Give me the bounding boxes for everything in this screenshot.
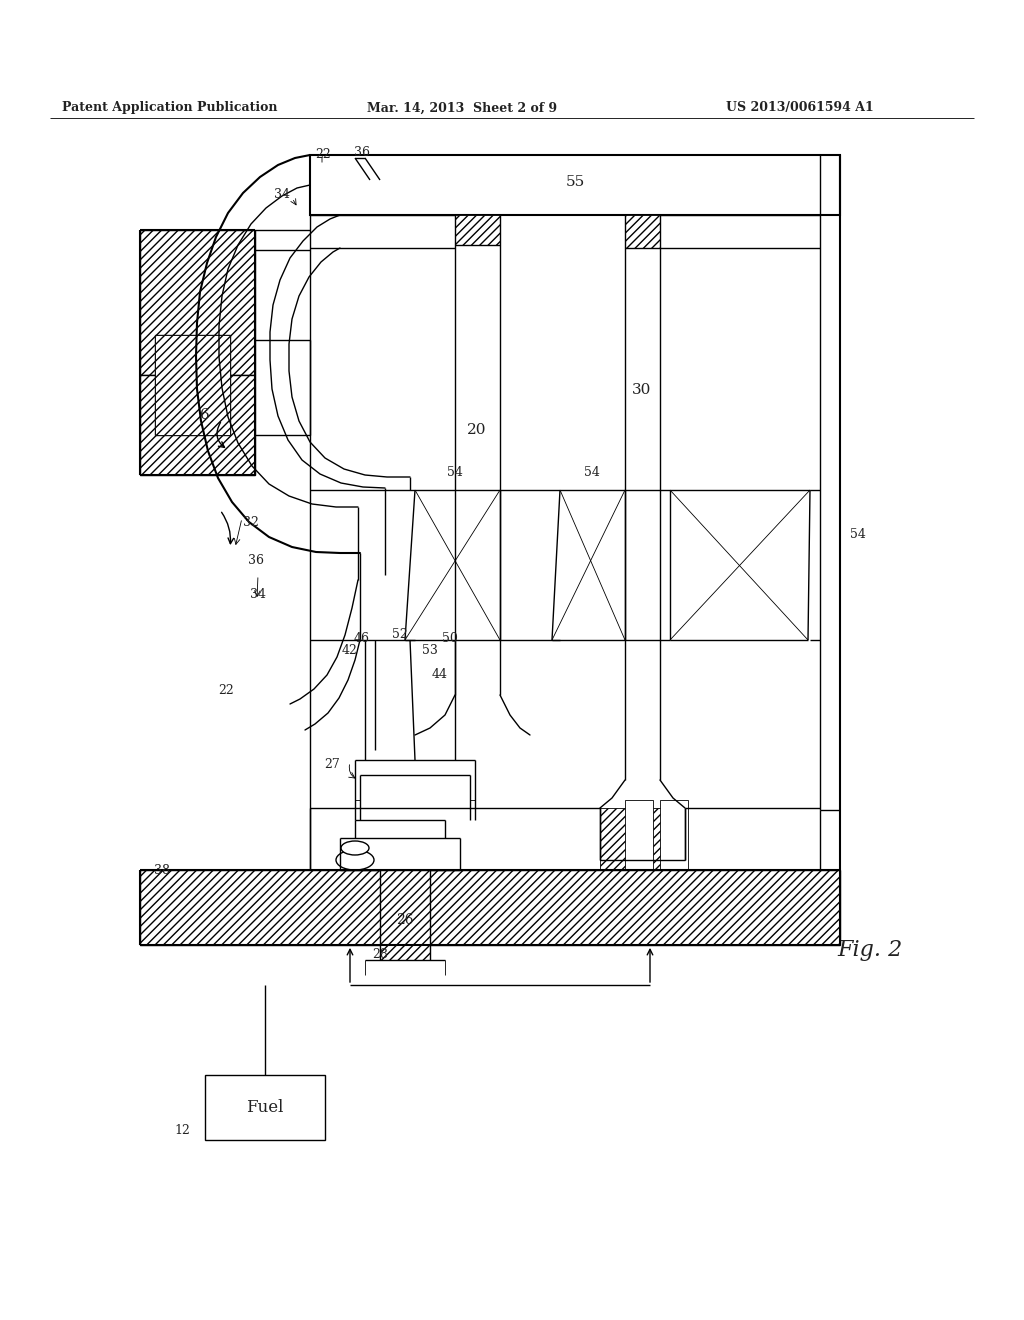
Bar (455, 215, 500, 246)
Bar (255, 341, 310, 436)
Text: 54: 54 (584, 466, 600, 479)
Ellipse shape (336, 850, 374, 870)
Text: 26: 26 (396, 913, 414, 927)
Text: US 2013/0061594 A1: US 2013/0061594 A1 (726, 102, 873, 115)
Text: 34: 34 (250, 589, 266, 602)
Bar (625, 215, 660, 248)
Bar (205, 1074, 325, 1140)
Text: 30: 30 (632, 383, 651, 397)
Text: Patent Application Publication: Patent Application Publication (62, 102, 278, 115)
Text: 22: 22 (315, 149, 331, 161)
Text: 54: 54 (447, 466, 463, 479)
Bar (140, 375, 255, 475)
Bar (140, 230, 255, 375)
Text: 36: 36 (248, 553, 264, 566)
Ellipse shape (341, 841, 369, 855)
Bar (310, 154, 840, 215)
Text: Fuel: Fuel (247, 1100, 284, 1115)
Text: 32: 32 (243, 516, 259, 529)
Text: 20: 20 (467, 422, 486, 437)
Text: 34: 34 (274, 189, 290, 202)
Text: 44: 44 (432, 668, 449, 681)
Bar (660, 800, 688, 870)
Text: 42: 42 (342, 644, 358, 656)
Text: 22: 22 (218, 684, 233, 697)
Bar (600, 808, 685, 870)
Text: 53: 53 (422, 644, 438, 656)
Bar (625, 800, 653, 870)
Bar (165, 355, 215, 414)
Text: 36: 36 (354, 147, 370, 160)
Text: Mar. 14, 2013  Sheet 2 of 9: Mar. 14, 2013 Sheet 2 of 9 (367, 102, 557, 115)
Bar (155, 335, 230, 436)
Text: Fig. 2: Fig. 2 (838, 939, 902, 961)
Text: 54: 54 (850, 528, 866, 541)
Text: 12: 12 (174, 1123, 190, 1137)
Text: 55: 55 (565, 176, 585, 189)
Text: 6: 6 (200, 408, 210, 422)
Text: 38: 38 (154, 863, 170, 876)
Bar (140, 870, 840, 945)
Bar (380, 870, 430, 960)
Text: 50: 50 (442, 631, 458, 644)
Text: 52: 52 (392, 628, 408, 642)
Text: 46: 46 (354, 631, 370, 644)
Bar (155, 335, 230, 436)
Text: 28: 28 (372, 949, 388, 961)
Text: 27: 27 (325, 759, 340, 771)
